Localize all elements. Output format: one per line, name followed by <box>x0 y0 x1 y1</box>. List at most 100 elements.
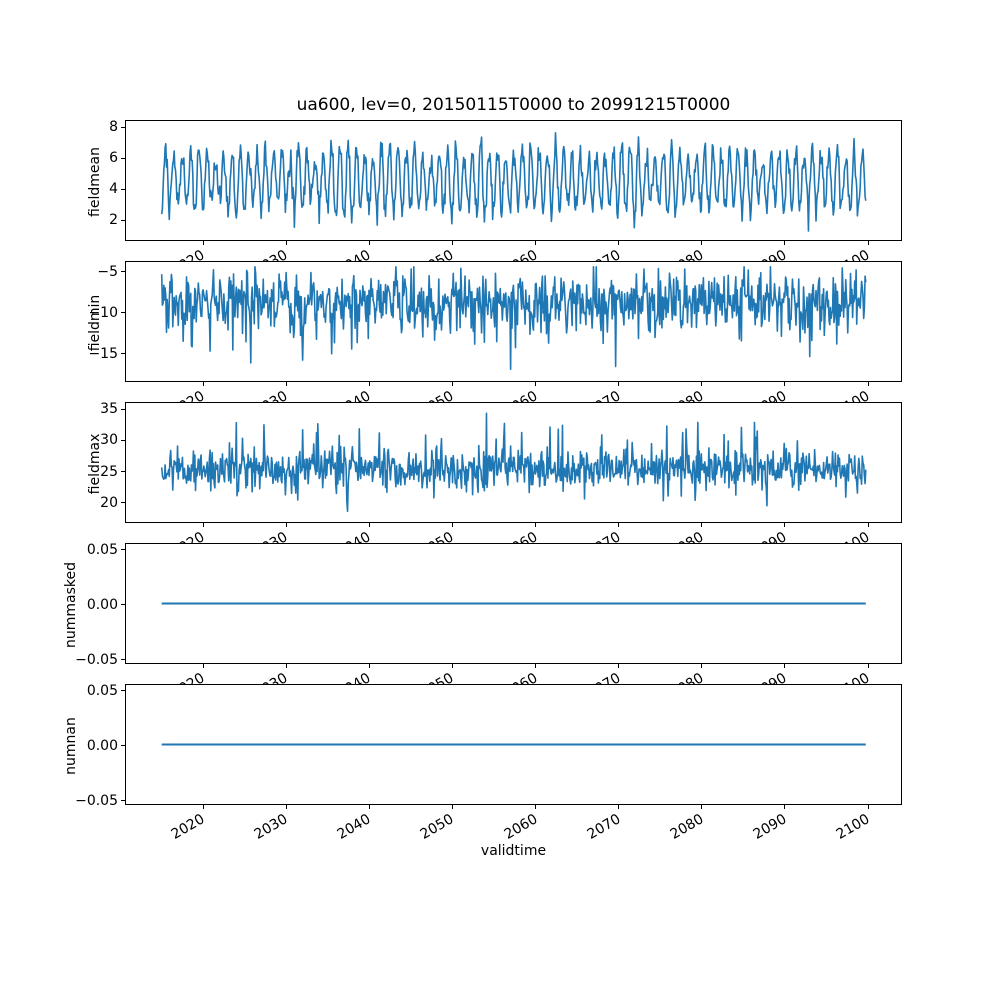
x-tick-mark <box>202 382 204 386</box>
y-tick-label: 6 <box>109 150 118 167</box>
x-tick-label: 2100 <box>833 811 873 843</box>
y-tick-mark <box>121 690 125 691</box>
x-tick-mark <box>784 664 786 668</box>
x-tick-mark <box>784 523 786 527</box>
y-axis-label-numnan: numnan <box>63 716 79 775</box>
x-tick-mark <box>701 664 703 668</box>
x-tick-mark <box>285 382 287 386</box>
y-tick-mark <box>121 157 125 159</box>
y-tick-label: −15 <box>88 345 118 362</box>
y-axis-label-nummasked: nummasked <box>63 561 79 648</box>
x-tick-mark <box>368 382 370 386</box>
y-tick-label: 4 <box>109 181 118 198</box>
x-tick-mark <box>784 241 786 245</box>
y-tick-label: 35 <box>100 401 118 418</box>
line-series-fieldmean <box>160 132 867 232</box>
x-tick-label: 2030 <box>251 811 291 843</box>
x-tick-mark <box>535 382 536 386</box>
subplot-nummasked: 0.050.00−0.05nummasked202020302040205020… <box>63 542 902 702</box>
chart-title: ua600, lev=0, 20150115T0000 to 20991215T… <box>296 95 731 115</box>
y-tick-mark <box>121 439 125 441</box>
x-tick-mark <box>535 664 536 668</box>
subplot-fieldmean: 2468fieldmean202020302040205020602070208… <box>87 119 902 279</box>
plot-area-fieldmax <box>160 412 867 513</box>
x-tick-label: 2050 <box>418 811 457 843</box>
y-tick-mark <box>121 659 125 660</box>
x-tick-mark <box>784 382 786 386</box>
x-tick-mark <box>535 805 536 809</box>
line-series-fieldmax <box>160 412 867 513</box>
y-axis-label-fieldmean: fieldmean <box>87 146 103 217</box>
plot-area-nummasked <box>161 602 866 605</box>
y-axis-label-fieldmax: fieldmax <box>87 433 103 494</box>
x-tick-label: 2070 <box>584 811 624 843</box>
y-tick-mark <box>121 471 125 473</box>
x-tick-mark <box>701 805 703 809</box>
plot-area-fieldmean <box>160 132 867 232</box>
x-tick-mark <box>701 241 703 245</box>
x-tick-mark <box>701 523 703 527</box>
x-tick-mark <box>368 664 370 668</box>
x-tick-label: 2080 <box>667 811 707 843</box>
x-tick-label: 2020 <box>168 811 208 843</box>
x-tick-mark <box>285 241 287 245</box>
subplot-numnan: 0.05 0.00 −0.05 numnan 2020 2030 2040 2050 2060 2… <box>63 683 902 843</box>
y-tick-label: −10 <box>88 304 118 321</box>
x-tick-mark <box>451 523 453 527</box>
y-tick-label: −0.05 <box>75 792 118 809</box>
y-tick-label: 20 <box>100 494 118 511</box>
y-tick-label: 25 <box>100 463 118 480</box>
y-tick-mark <box>121 188 125 190</box>
plot-area-numnan <box>161 743 866 746</box>
x-tick-mark <box>451 241 453 245</box>
x-tick-mark <box>285 664 287 668</box>
y-tick-mark <box>121 408 125 410</box>
x-tick-label: 2040 <box>334 811 374 843</box>
y-tick-label: 30 <box>100 432 118 449</box>
x-tick-mark <box>701 382 703 386</box>
line-series-fieldmin <box>160 266 867 370</box>
y-tick-mark <box>121 800 125 801</box>
y-tick-mark <box>121 745 125 746</box>
y-tick-label: −5 <box>97 263 118 280</box>
x-tick-mark <box>368 523 370 527</box>
y-tick-label: 0.05 <box>86 682 118 699</box>
y-tick-mark <box>121 271 125 273</box>
x-tick-mark <box>618 523 620 527</box>
y-tick-label: −0.05 <box>75 651 118 668</box>
x-axis-label: validtime <box>480 843 547 859</box>
x-tick-mark <box>202 805 204 809</box>
y-tick-label: 0.05 <box>86 541 118 558</box>
x-tick-mark <box>867 805 869 809</box>
x-tick-mark <box>867 523 869 527</box>
x-tick-mark <box>451 805 453 809</box>
x-tick-mark <box>867 664 869 668</box>
y-axis-label-fieldmin: fieldmin <box>87 294 103 351</box>
x-tick-mark <box>867 241 869 245</box>
y-tick-mark <box>121 549 125 550</box>
subplot-fieldmax: 20253035fieldmax202020302040205020602070… <box>87 401 902 561</box>
x-tick-mark <box>451 382 453 386</box>
y-tick-label: 8 <box>109 119 118 136</box>
subplot-fieldmin: −5−10−15fieldmin202020302040205020602070… <box>87 261 902 420</box>
x-tick-mark <box>202 664 204 668</box>
x-tick-mark <box>535 241 536 245</box>
x-tick-label: 2060 <box>501 811 540 843</box>
x-tick-mark <box>368 241 370 245</box>
plot-area-fieldmin <box>160 266 867 370</box>
y-tick-mark <box>121 126 125 128</box>
y-tick-label: 0.00 <box>86 737 118 754</box>
x-tick-mark <box>202 523 204 527</box>
x-tick-mark <box>618 382 620 386</box>
x-tick-label: 2090 <box>750 811 790 843</box>
x-tick-mark <box>368 805 370 809</box>
y-tick-label: 0.00 <box>86 596 118 613</box>
x-tick-mark <box>451 664 453 668</box>
y-tick-mark <box>121 219 125 221</box>
x-tick-mark <box>285 805 287 809</box>
x-tick-mark <box>784 805 786 809</box>
x-tick-mark <box>618 805 620 809</box>
y-tick-label: 2 <box>109 212 118 229</box>
x-tick-mark <box>285 523 287 527</box>
